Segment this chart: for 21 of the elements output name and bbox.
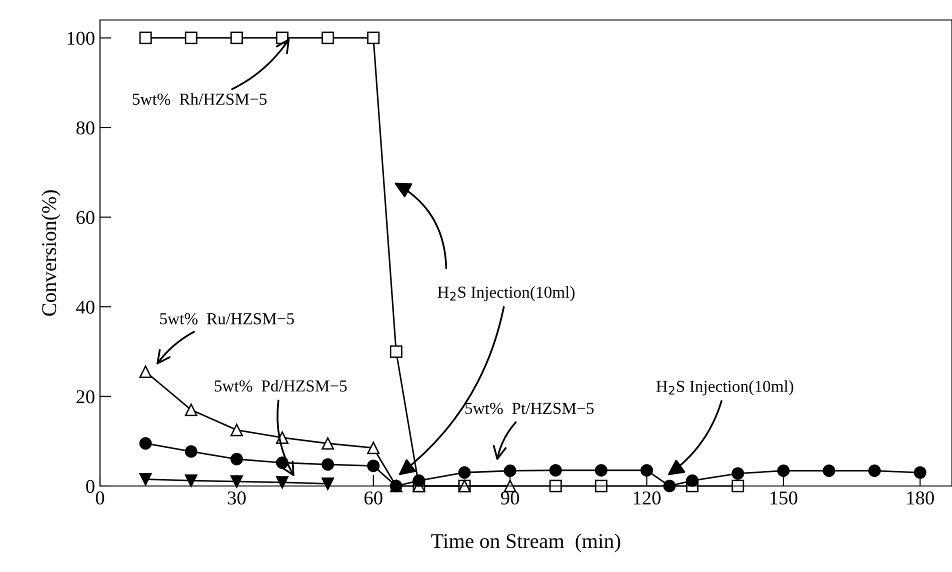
text: 5wt% Pt/HZSM−5	[465, 402, 594, 414]
text: 5wt% Pd/HZSM−5	[214, 380, 347, 392]
x-tick-label: 0	[96, 491, 104, 505]
text: 5wt% Rh/HZSM−5	[132, 93, 267, 105]
y-tick-label: 40	[76, 300, 94, 314]
x-tick-label: 90	[500, 491, 520, 505]
x-tick-label: 180	[907, 491, 934, 505]
y-tick-label: 100	[68, 32, 94, 45]
y-axis-title: Conversion(%)	[42, 190, 60, 316]
y-tick-label: 0	[86, 480, 94, 493]
annotation: H$_{2}$S Injection(10ml)	[438, 286, 575, 302]
x-axis-title: Time on Stream (min)	[431, 533, 620, 552]
text: 5wt% Ru/HZSM−5	[160, 313, 294, 324]
x-tick-label: 150	[770, 491, 798, 505]
y-tick-label: 60	[76, 210, 94, 224]
x-tick-label: 30	[228, 491, 246, 505]
annotation: H$_{2}$S Injection(10ml)	[656, 380, 794, 396]
y-tick-label: 20	[76, 390, 94, 404]
x-tick-label: 120	[634, 491, 661, 505]
y-tick-label: 80	[76, 121, 94, 134]
x-tick-label: 60	[364, 491, 382, 505]
